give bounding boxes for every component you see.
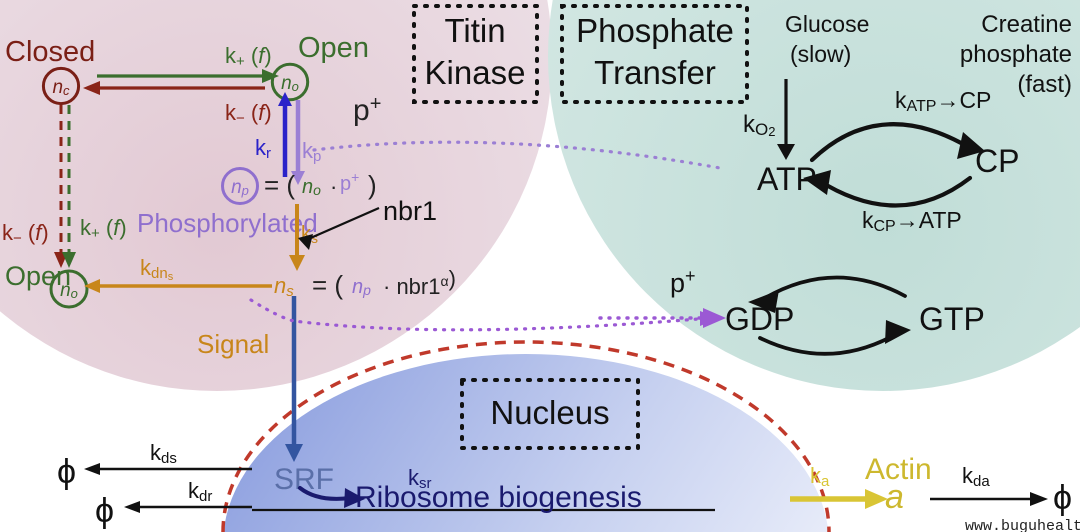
svg-text:phosphate: phosphate: [960, 41, 1072, 68]
svg-text:(fast): (fast): [1017, 71, 1072, 98]
svg-text:Creatine: Creatine: [981, 11, 1072, 38]
svg-text:·: ·: [330, 174, 337, 199]
svg-text:k− (f): k− (f): [2, 220, 49, 247]
svg-text:kda: kda: [962, 463, 990, 490]
svg-text:Titin: Titin: [444, 12, 505, 49]
svg-text:Signal: Signal: [197, 329, 269, 359]
svg-text:nbr1: nbr1: [383, 196, 437, 226]
svg-text:k+ (f): k+ (f): [80, 215, 127, 242]
svg-text:): ): [368, 170, 377, 200]
svg-text:kds: kds: [150, 440, 177, 467]
svg-text:k− (f): k− (f): [225, 100, 272, 127]
svg-text:Open: Open: [298, 32, 369, 64]
svg-text:Transfer: Transfer: [594, 54, 716, 91]
svg-text:ka: ka: [810, 463, 830, 490]
svg-text:GTP: GTP: [919, 301, 985, 337]
svg-text:a: a: [885, 478, 904, 516]
svg-text:Glucose: Glucose: [785, 11, 869, 37]
svg-text:= (: = (: [312, 270, 343, 300]
svg-text:= (: = (: [264, 170, 295, 200]
svg-text:Phosphate: Phosphate: [576, 12, 734, 49]
svg-text:Nucleus: Nucleus: [490, 394, 609, 431]
svg-text:ϕ: ϕ: [95, 492, 114, 530]
svg-text:ϕ: ϕ: [57, 453, 76, 491]
svg-text:k+ (f): k+ (f): [225, 43, 272, 70]
svg-text:www.buguhealth.com: www.buguhealth.com: [965, 518, 1080, 532]
svg-text:Phosphorylated: Phosphorylated: [137, 208, 318, 238]
svg-text:kdr: kdr: [188, 478, 212, 505]
svg-text:Kinase: Kinase: [425, 54, 526, 91]
svg-text:(slow): (slow): [790, 41, 851, 67]
svg-text:Ribosome biogenesis: Ribosome biogenesis: [355, 481, 642, 514]
svg-text:Closed: Closed: [5, 36, 95, 68]
svg-text:ϕ: ϕ: [1053, 479, 1072, 517]
